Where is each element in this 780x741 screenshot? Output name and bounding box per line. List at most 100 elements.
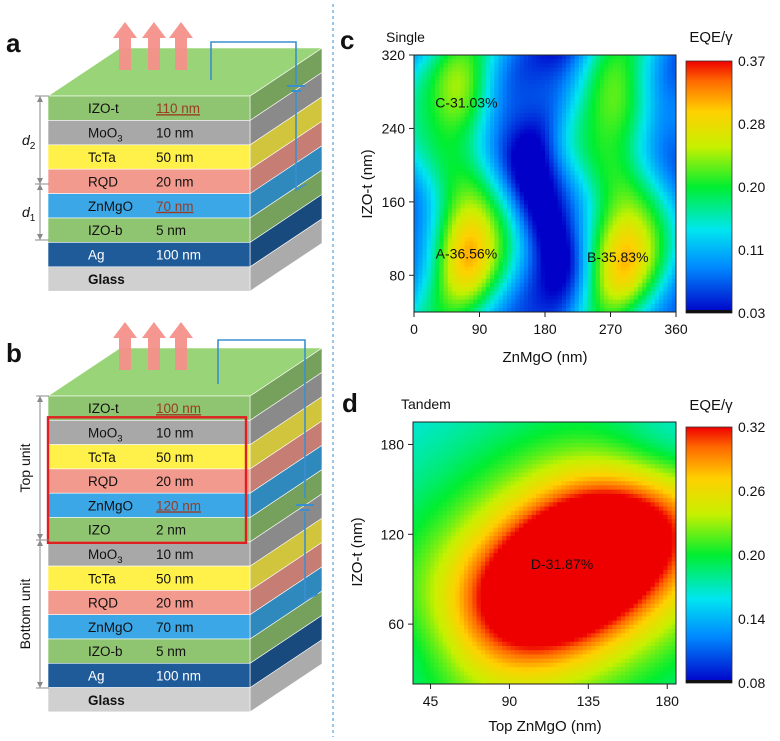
panel-c-heatmap-cell xyxy=(633,299,639,305)
panel-c-heatmap-cell xyxy=(540,274,546,280)
panel-d-heatmap-cell xyxy=(476,506,482,512)
panel-c-heatmap-cell xyxy=(650,208,656,214)
panel-c-heatmap-cell xyxy=(587,67,593,73)
panel-c-heatmap-cell xyxy=(642,146,648,151)
panel-c-heatmap-cell xyxy=(447,125,453,131)
panel-d-heatmap-cell xyxy=(446,536,452,541)
panel-c-heatmap-cell xyxy=(452,146,457,151)
panel-c-heatmap-cell xyxy=(625,100,631,106)
panel-d-heatmap-cell xyxy=(438,662,444,668)
panel-c-heatmap-cell xyxy=(646,299,652,305)
panel-d-heatmap-cell xyxy=(446,616,452,622)
panel-c-heatmap-cell xyxy=(418,79,424,85)
panel-c-heatmap-cell xyxy=(414,249,419,255)
panel-c-heatmap-cell xyxy=(515,96,521,102)
panel-d-heatmap-cell xyxy=(442,527,448,533)
panel-c-heatmap-cell xyxy=(426,150,432,156)
panel-c-heatmap-cell xyxy=(452,179,457,185)
panel-c-heatmap-cell xyxy=(599,270,605,276)
panel-c-heatmap-cell xyxy=(511,270,517,276)
panel-d-heatmap-cell xyxy=(434,523,440,529)
panel-c-heatmap-cell xyxy=(583,187,588,193)
panel-c-heatmap-cell xyxy=(557,158,563,164)
panel-c-heatmap-cell xyxy=(557,137,563,143)
panel-c-heatmap-cell xyxy=(498,171,504,176)
panel-c-heatmap-cell xyxy=(502,212,508,218)
panel-c-heatmap-cell xyxy=(418,171,424,176)
layer-thickness: 20 nm xyxy=(156,596,194,611)
panel-c-heatmap-cell xyxy=(528,183,533,189)
panel-c-heatmap-cell xyxy=(612,133,618,139)
panel-c-heatmap-cell xyxy=(595,249,601,255)
panel-c-heatmap-cell xyxy=(473,299,478,305)
panel-c-heatmap-cell xyxy=(659,233,664,238)
panel-c-heatmap-cell xyxy=(452,158,457,164)
panel-c-heatmap-cell xyxy=(456,278,462,284)
panel-c-heatmap-cell xyxy=(663,212,669,218)
panel-c-heatmap-cell xyxy=(523,233,529,238)
panel-c-heatmap-cell xyxy=(604,287,609,292)
panel-c-heatmap-cell xyxy=(642,187,648,193)
panel-c-heatmap-cell xyxy=(553,96,559,102)
panel-c-heatmap-cell xyxy=(646,133,652,139)
panel-c-heatmap-cell xyxy=(452,274,457,280)
panel-c-heatmap-cell xyxy=(540,92,546,98)
panel-d-heatmap-cell xyxy=(463,434,469,440)
panel-c-heatmap-cell xyxy=(616,282,622,288)
panel-c-heatmap-cell xyxy=(443,104,449,110)
panel-c-heatmap-cell xyxy=(671,183,676,189)
panel-c-heatmap-cell xyxy=(557,204,563,209)
panel-c-heatmap-cell xyxy=(418,245,424,251)
panel-d-heatmap-cell xyxy=(472,460,478,465)
layer-thickness: 5 nm xyxy=(156,223,186,238)
panel-c-heatmap-cell xyxy=(502,303,508,309)
panel-c-heatmap-cell xyxy=(418,100,424,106)
panel-c-heatmap-cell xyxy=(629,142,635,147)
panel-c-heatmap-cell xyxy=(663,253,669,259)
panel-c-heatmap-cell xyxy=(637,166,643,172)
panel-c-heatmap-cell xyxy=(519,63,525,69)
panel-c-heatmap-cell xyxy=(506,75,512,81)
panel-c-heatmap-cell xyxy=(561,59,567,64)
panel-c-heatmap-cell xyxy=(422,113,428,118)
panel-c-heatmap-cell xyxy=(570,154,576,160)
panel-c-heatmap-cell xyxy=(557,212,563,218)
panel-c-heatmap-cell xyxy=(654,307,660,312)
panel-d-heatmap-cell xyxy=(459,531,465,537)
panel-d-heatmap-cell xyxy=(463,667,469,672)
panel-c-heatmap-cell xyxy=(642,208,648,214)
panel-c-heatmap-cell xyxy=(637,262,643,268)
panel-d-heatmap-cell xyxy=(421,612,427,617)
light-emission-arrow-icon xyxy=(169,22,193,70)
layer-name: Glass xyxy=(88,272,125,287)
panel-c-heatmap-cell xyxy=(650,191,656,197)
panel-d-heatmap-cell xyxy=(472,510,478,516)
panel-a-label: a xyxy=(6,28,21,58)
panel-d-heatmap-cell xyxy=(468,481,473,486)
panel-c-heatmap-cell xyxy=(494,96,500,102)
panel-c-heatmap-cell xyxy=(587,79,593,85)
panel-c-heatmap-cell xyxy=(540,307,546,312)
panel-d-heatmap-cell xyxy=(442,548,448,554)
panel-c-heatmap-cell xyxy=(464,88,470,93)
panel-c-heatmap-cell xyxy=(561,220,567,226)
panel-c-heatmap-cell xyxy=(426,100,432,106)
panel-d-heatmap-cell xyxy=(438,514,444,520)
panel-d-heatmap-cell xyxy=(442,624,448,630)
panel-d-heatmap-cell xyxy=(468,523,473,529)
panel-c-heatmap-cell xyxy=(443,195,449,201)
panel-c-heatmap-cell xyxy=(557,287,563,292)
panel-d-heatmap-cell xyxy=(476,476,482,482)
panel-c-heatmap-cell xyxy=(549,92,555,98)
panel-c-heatmap-cell xyxy=(671,220,676,226)
panel-c-heatmap-cell xyxy=(574,84,580,89)
panel-c-heatmap-cell xyxy=(430,84,436,89)
panel-c-heatmap-cell xyxy=(422,108,428,114)
panel-c-heatmap-cell xyxy=(599,79,605,85)
panel-c-heatmap-cell xyxy=(633,117,639,122)
panel-c-heatmap-cell xyxy=(506,212,512,218)
panel-d-heatmap-cell xyxy=(442,502,448,508)
panel-c-heatmap-cell xyxy=(574,220,580,226)
panel-d-heatmap-cell xyxy=(417,523,423,529)
panel-c-heatmap-cell xyxy=(663,96,669,102)
